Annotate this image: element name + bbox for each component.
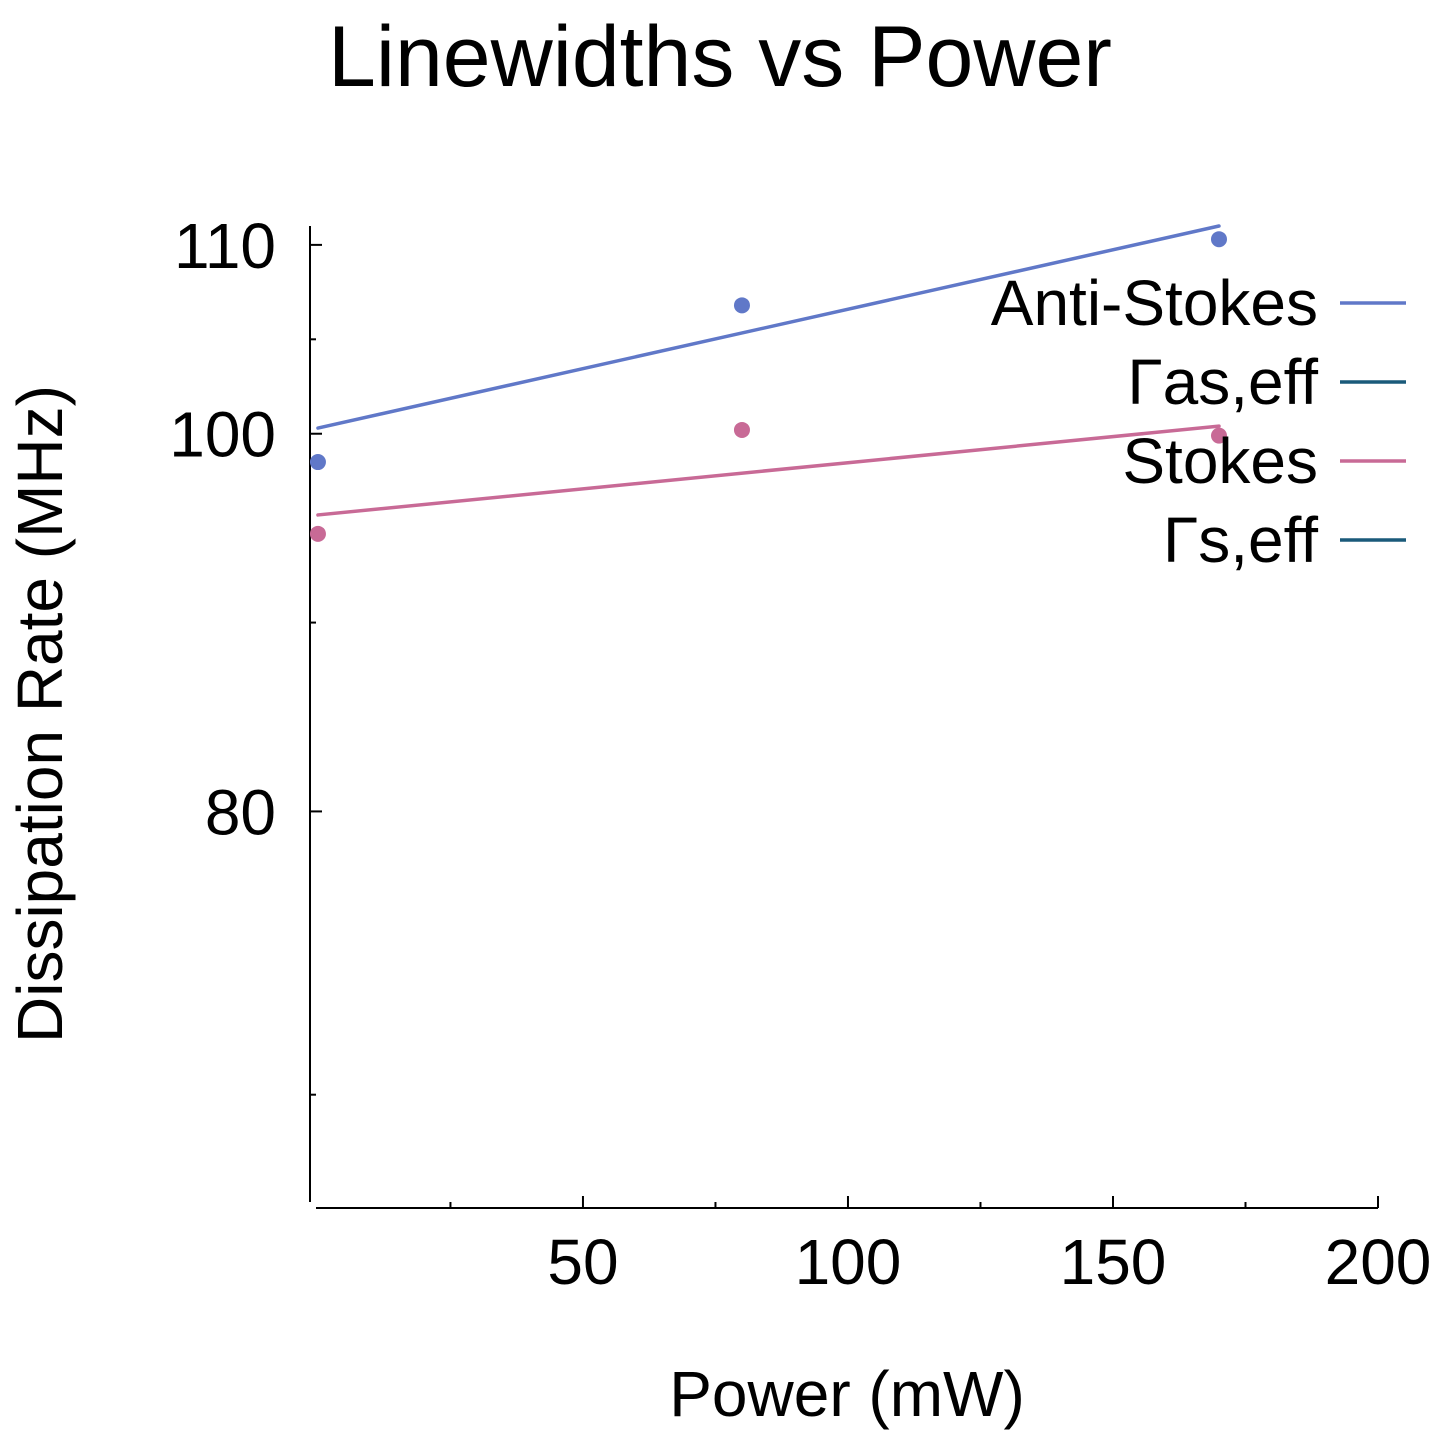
series-layer xyxy=(309,224,1227,542)
y-tick-label: 80 xyxy=(205,776,276,848)
chart-title: Linewidths vs Power xyxy=(328,9,1112,105)
series-line xyxy=(316,424,1221,517)
legend-label: Anti-Stokes xyxy=(991,267,1318,339)
x-tick-label: 50 xyxy=(547,1226,618,1298)
x-tick-label: 200 xyxy=(1325,1226,1432,1298)
x-axis-label: Power (mW) xyxy=(669,1358,1025,1430)
legend-label: Γs,eff xyxy=(1163,504,1318,576)
data-point xyxy=(1210,231,1227,248)
legend-label: Stokes xyxy=(1122,425,1318,497)
data-point xyxy=(733,297,750,314)
y-tick-label: 100 xyxy=(169,399,276,471)
x-tick-label: 150 xyxy=(1060,1226,1167,1298)
data-point xyxy=(309,454,326,471)
axes: 50 100 150 200 80 100 110 xyxy=(169,210,1431,1298)
data-point xyxy=(1210,427,1227,444)
data-point xyxy=(309,525,326,542)
series-line xyxy=(316,224,1221,430)
x-tick-label: 100 xyxy=(795,1226,902,1298)
legend-label: Γas,eff xyxy=(1127,346,1318,418)
data-point xyxy=(733,421,750,438)
y-axis-label: Dissipation Rate (MHz) xyxy=(4,385,76,1043)
y-tick-label: 110 xyxy=(174,210,276,282)
